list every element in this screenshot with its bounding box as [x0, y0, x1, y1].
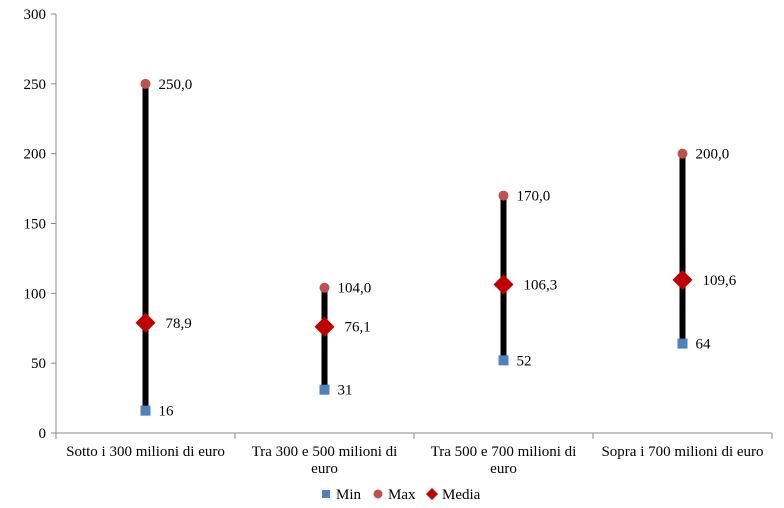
- x-category-label: Sopra i 700 milioni di euro: [601, 444, 763, 460]
- max-data-label: 200,0: [696, 147, 730, 163]
- x-category-label: Tra 300 e 500 milioni di euro: [252, 444, 398, 477]
- media-marker: [135, 312, 156, 333]
- min-marker: [677, 338, 688, 349]
- media-marker: [493, 274, 514, 295]
- media-marker: [314, 316, 335, 337]
- media-marker: [672, 269, 693, 290]
- min-marker: [319, 384, 330, 395]
- max-data-label: 170,0: [517, 189, 551, 205]
- media-data-label: 76,1: [345, 320, 371, 336]
- media-data-label: 106,3: [524, 278, 558, 294]
- min-data-label: 52: [517, 353, 532, 369]
- legend-label-min: Min: [336, 487, 362, 503]
- data-markers: [135, 78, 693, 416]
- media-data-label: 109,6: [703, 273, 737, 289]
- y-tick-label: 50: [31, 356, 46, 372]
- max-marker: [498, 190, 509, 201]
- high-low-lines: [142, 83, 686, 411]
- legend-min-swatch: [322, 490, 330, 498]
- max-marker: [677, 148, 688, 159]
- y-tick-label: 100: [24, 286, 47, 302]
- x-category-label: Tra 500 e 700 milioni di euro: [431, 444, 577, 477]
- max-data-label: 250,0: [159, 77, 193, 93]
- y-tick-label: 250: [24, 77, 47, 93]
- legend-label-media: Media: [442, 487, 481, 503]
- legend-max-swatch: [373, 489, 383, 499]
- y-tick-label: 300: [24, 7, 47, 23]
- y-tick-label: 150: [24, 217, 47, 233]
- min-marker: [140, 405, 151, 416]
- min-data-label: 16: [159, 404, 175, 420]
- min-data-label: 31: [338, 383, 353, 399]
- x-category-label: Sotto i 300 milioni di euro: [66, 444, 225, 460]
- y-tick-label: 200: [24, 147, 47, 163]
- max-data-label: 104,0: [338, 281, 372, 297]
- max-marker: [319, 282, 330, 293]
- axes: 0 50 100 150 200 250 300 Sotto i 300 milioni di…: [24, 7, 773, 477]
- media-data-label: 78,9: [166, 316, 192, 332]
- legend: Min Max Media: [322, 487, 481, 503]
- legend-media-swatch: [426, 488, 438, 500]
- data-labels: 16 31 52 64 250,0 104,0 170,0 200,0 78,9 76,1 106,…: [159, 77, 737, 420]
- legend-label-max: Max: [388, 487, 416, 503]
- max-marker: [140, 78, 151, 89]
- min-marker: [498, 355, 509, 366]
- y-tick-label: 0: [39, 426, 47, 442]
- min-data-label: 64: [696, 337, 712, 353]
